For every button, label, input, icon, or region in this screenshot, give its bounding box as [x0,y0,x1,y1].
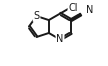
Text: N: N [56,34,64,44]
Text: S: S [33,11,40,21]
Text: N: N [86,5,94,15]
Text: Cl: Cl [68,3,78,13]
